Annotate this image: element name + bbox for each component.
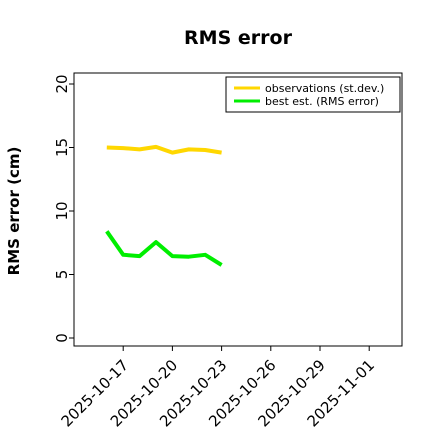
series-line-0 <box>106 144 222 155</box>
y-axis-label: RMS error (cm) <box>5 147 23 276</box>
legend: observations (st.dev.) best est. (RMS er… <box>225 76 401 113</box>
chart-title: RMS error <box>184 27 293 49</box>
y-tick-label: 5 <box>53 270 71 280</box>
series-lines <box>105 144 223 267</box>
y-tick-label: 20 <box>53 74 71 93</box>
y-tick-label: 10 <box>53 201 71 220</box>
legend-label-best-estimate: best est. (RMS error) <box>265 95 379 108</box>
y-tick-label: 15 <box>53 138 71 157</box>
legend-label-observations: observations (st.dev.) <box>265 82 384 95</box>
y-axis: 0 5 10 15 20 <box>53 74 74 343</box>
legend-box <box>225 76 401 113</box>
plot-frame <box>73 72 403 347</box>
y-tick-label: 0 <box>53 333 71 343</box>
x-axis: 2025-10-172025-10-202025-10-232025-10-26… <box>58 346 378 430</box>
series-line-1 <box>105 230 223 267</box>
